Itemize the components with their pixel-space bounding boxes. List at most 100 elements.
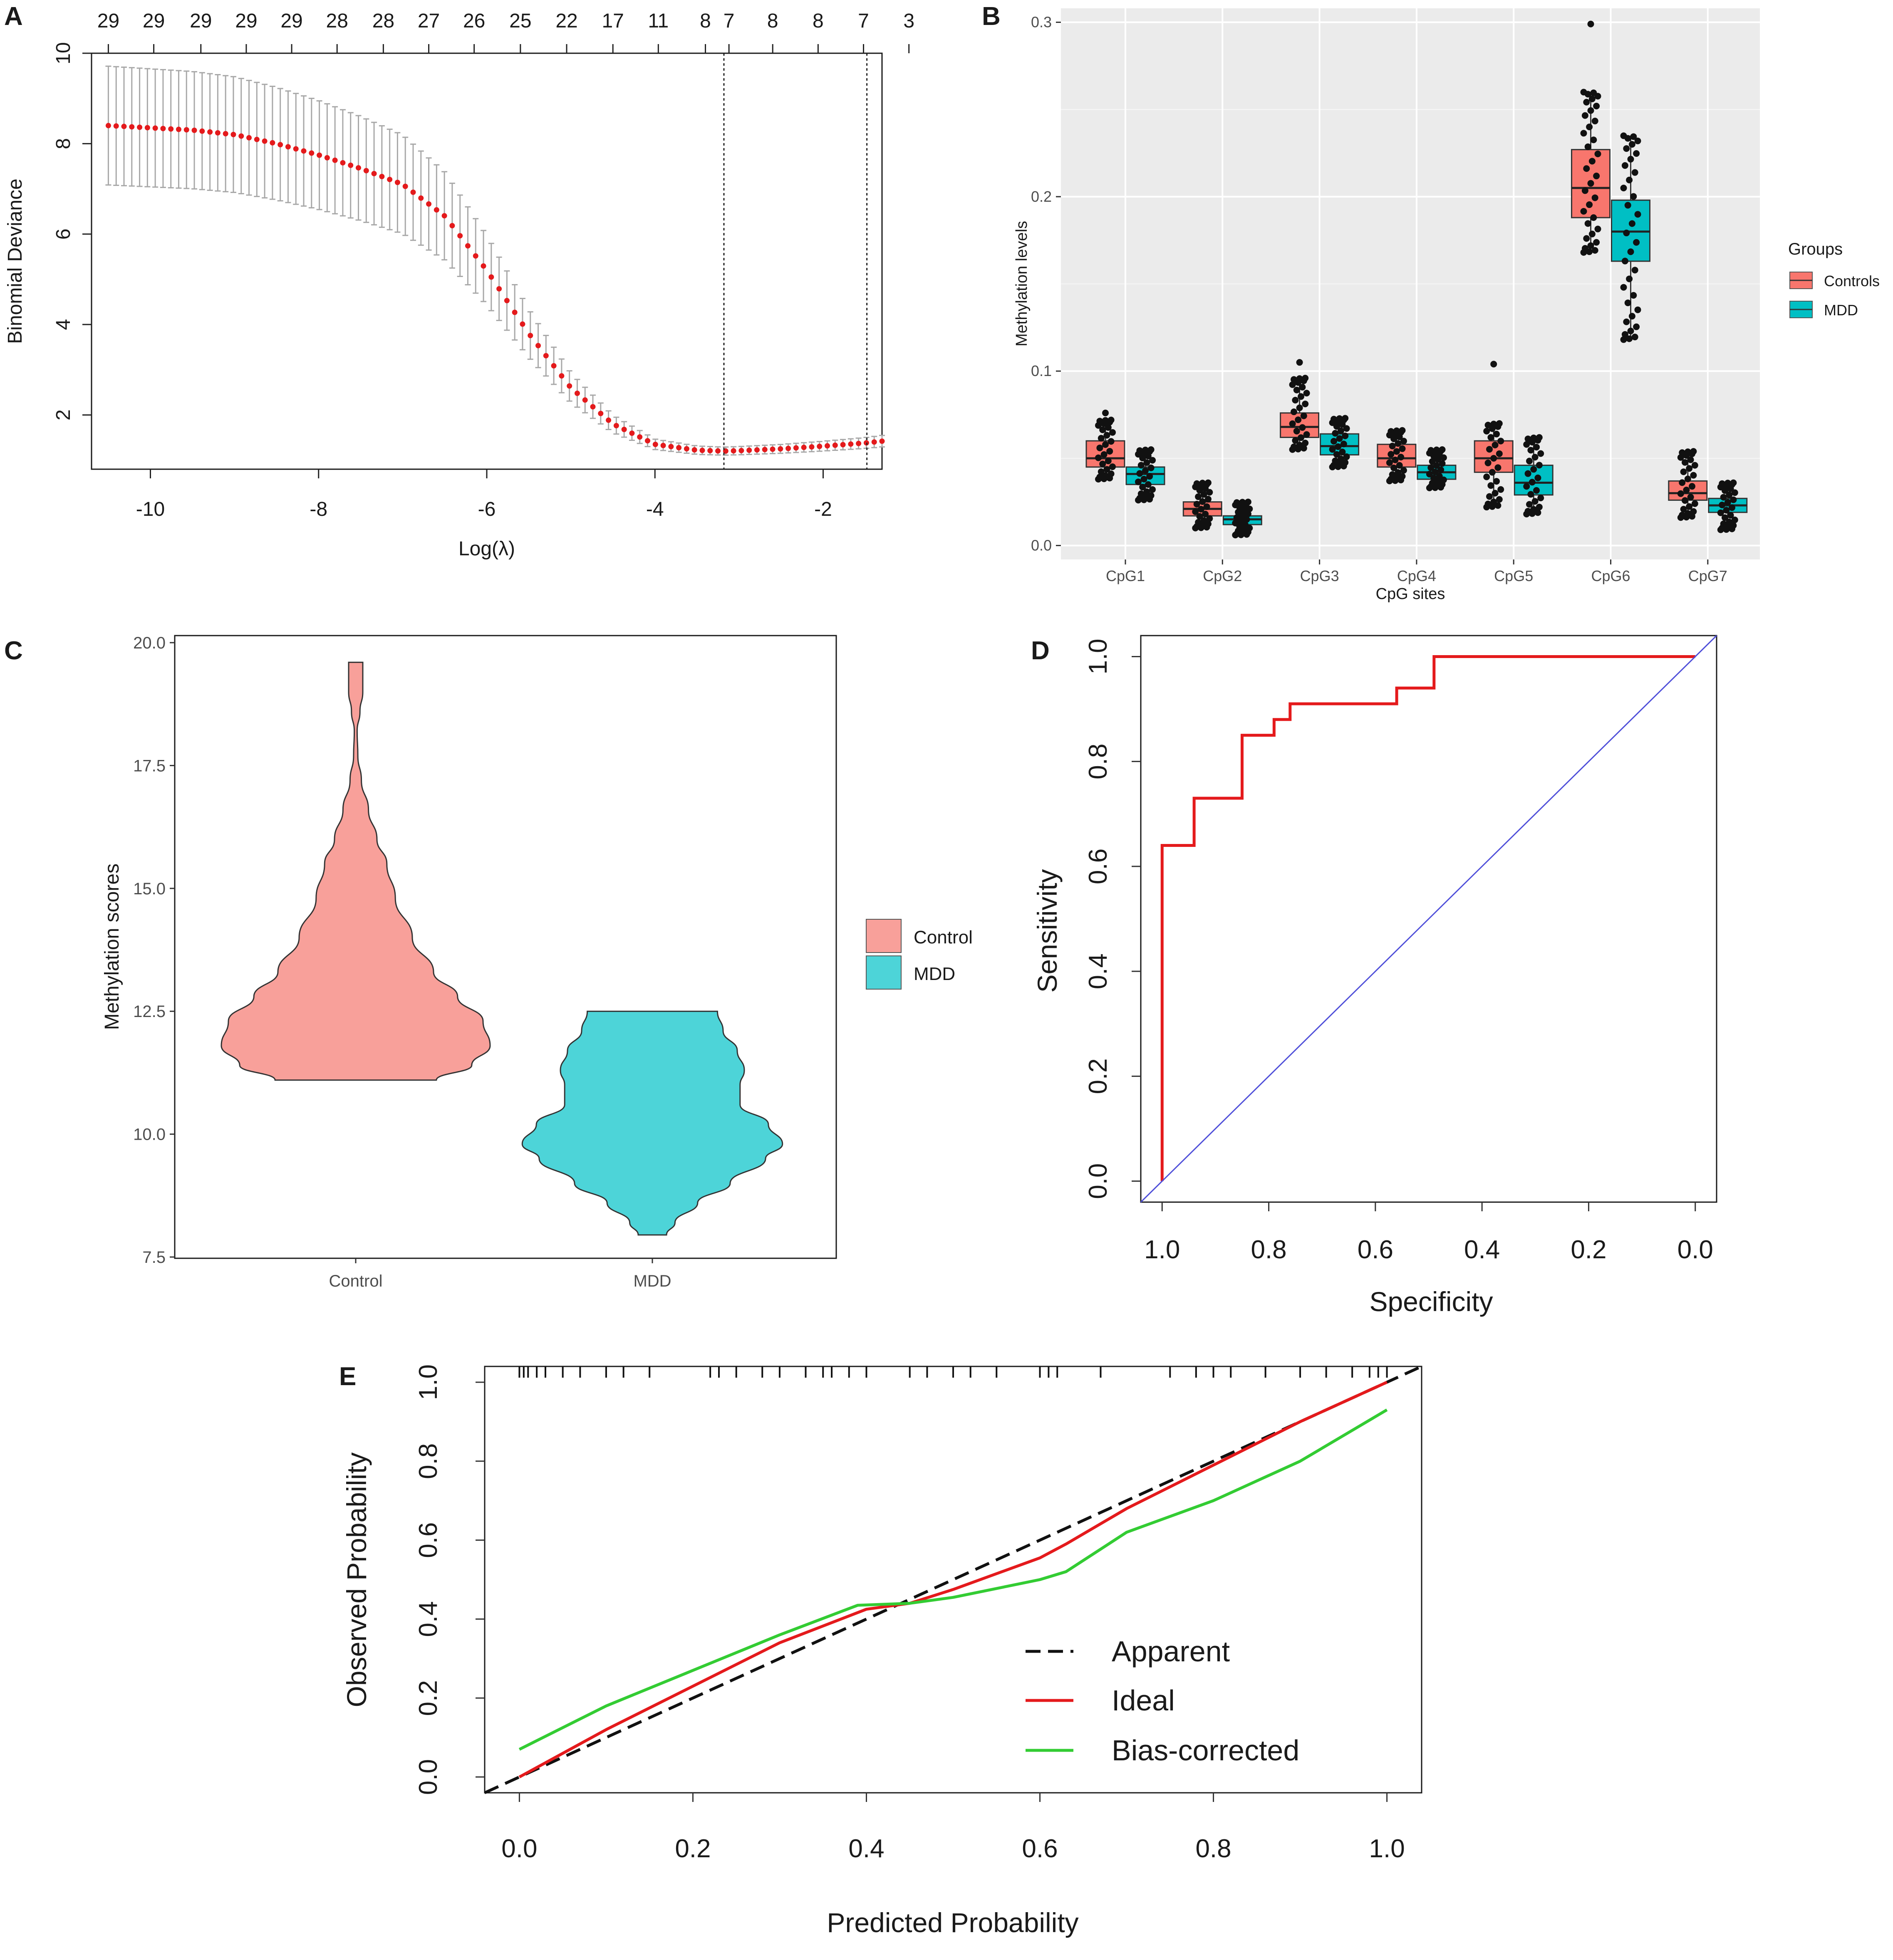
panel-d-x-label: Specificity [1369,1286,1493,1317]
y-tick-label: 0.0 [1031,537,1052,554]
jitter-point [1296,375,1303,382]
jitter-point [1496,450,1503,457]
data-point [317,152,322,158]
jitter-point [1244,498,1251,505]
jitter-point [1095,454,1102,461]
jitter-point [1291,376,1297,383]
data-point [387,176,393,182]
data-point [793,445,799,451]
data-point [183,127,189,133]
x-tick-label: -8 [310,498,327,520]
jitter-point [1195,493,1202,500]
jitter-point [1432,468,1439,475]
jitter-point [1621,257,1628,265]
data-point [606,417,612,423]
jitter-point [1690,448,1697,455]
panel-d-frame [1140,635,1717,1203]
y-tick-label: 0.4 [1084,953,1113,989]
jitter-point [1727,512,1734,519]
jitter-point [1626,275,1633,282]
jitter-point [1342,415,1349,422]
y-tick-label: 0.1 [1031,362,1052,379]
jitter-point [1340,441,1347,448]
panel-d-y-ticks: 0.0 0.2 0.4 0.6 0.8 1.0 [1084,638,1141,1199]
jitter-point [1583,99,1590,106]
y-tick-label: 6 [52,228,74,240]
jitter-point [1137,490,1145,497]
jitter-point [1490,455,1497,462]
data-point [825,443,830,449]
data-point [691,447,697,453]
x-tick-label: 0.2 [675,1834,711,1863]
panel-d-lines [1140,635,1717,1203]
panel-c-legend-label-mdd: MDD [914,964,955,984]
y-tick-label: 12.5 [133,1002,166,1021]
x-tick-label: CpG2 [1203,567,1242,584]
jitter-point [1593,239,1600,246]
jitter-point [1295,416,1302,423]
top-axis-label: 8 [813,10,824,32]
jitter-point [1687,456,1694,463]
data-point [270,140,275,146]
jitter-point [1679,479,1686,486]
jitter-point [1630,292,1637,299]
y-tick-label: 0.0 [414,1759,443,1795]
data-point [137,124,143,130]
jitter-point [1147,492,1155,499]
data-point [613,423,619,428]
jitter-point [1143,488,1150,495]
jitter-point [1393,448,1400,455]
jitter-point [1197,506,1204,513]
x-tick-label: 0.6 [1022,1834,1058,1863]
jitter-point [1200,491,1207,498]
data-point [731,448,736,454]
jitter-point [1429,480,1436,487]
data-point [152,125,158,131]
jitter-point [1426,470,1433,478]
jitter-point [1096,418,1103,425]
jitter-point [1331,438,1337,445]
y-tick-label: 1.0 [1084,638,1113,674]
panel-c-legend-label-control: Control [914,927,973,948]
jitter-point [1729,504,1735,511]
y-tick-label: 0.3 [1031,14,1052,31]
top-axis-label: 27 [418,10,440,32]
x-tick-label: 0.4 [848,1834,884,1863]
jitter-point [1492,441,1499,448]
data-point [535,343,541,349]
panel-a-x-label: Log(λ) [458,538,515,560]
panel-d-x-ticks: 1.0 0.8 0.6 0.4 0.2 0.0 [1144,1202,1713,1264]
data-point [457,233,463,239]
data-point [770,446,776,452]
panel-c-legend: Control MDD [866,919,973,990]
jitter-point [1680,506,1687,513]
data-point [121,124,127,129]
jitter-point [1336,415,1343,422]
top-axis-label: 8 [767,10,778,32]
data-point [215,130,221,136]
data-point [410,189,416,195]
top-axis-label: 3 [903,10,914,32]
jitter-point [1392,456,1399,463]
jitter-point [1140,475,1147,483]
data-point [715,448,721,454]
jitter-point [1105,458,1112,465]
x-tick-label: 0.4 [1464,1235,1500,1264]
panel-c-violins [221,661,783,1236]
jitter-point [1300,412,1307,419]
jitter-point [1620,284,1627,291]
data-point [168,126,174,132]
top-axis-label: 29 [235,10,257,32]
jitter-point [1527,447,1534,454]
jitter-point [1620,336,1627,343]
jitter-point [1386,459,1393,466]
jitter-point [1537,450,1544,457]
top-axis-label: 29 [190,10,212,32]
panel-b: B 0.00.10.20.3 CpG1 CpG2 CpG3 CpG4 CpG5 CpG6 C… [982,2,1880,603]
data-point [621,426,627,432]
jitter-point [1588,230,1596,238]
jitter-point [1296,442,1303,449]
jitter-point [1296,404,1303,411]
panel-label-a: A [4,2,23,31]
